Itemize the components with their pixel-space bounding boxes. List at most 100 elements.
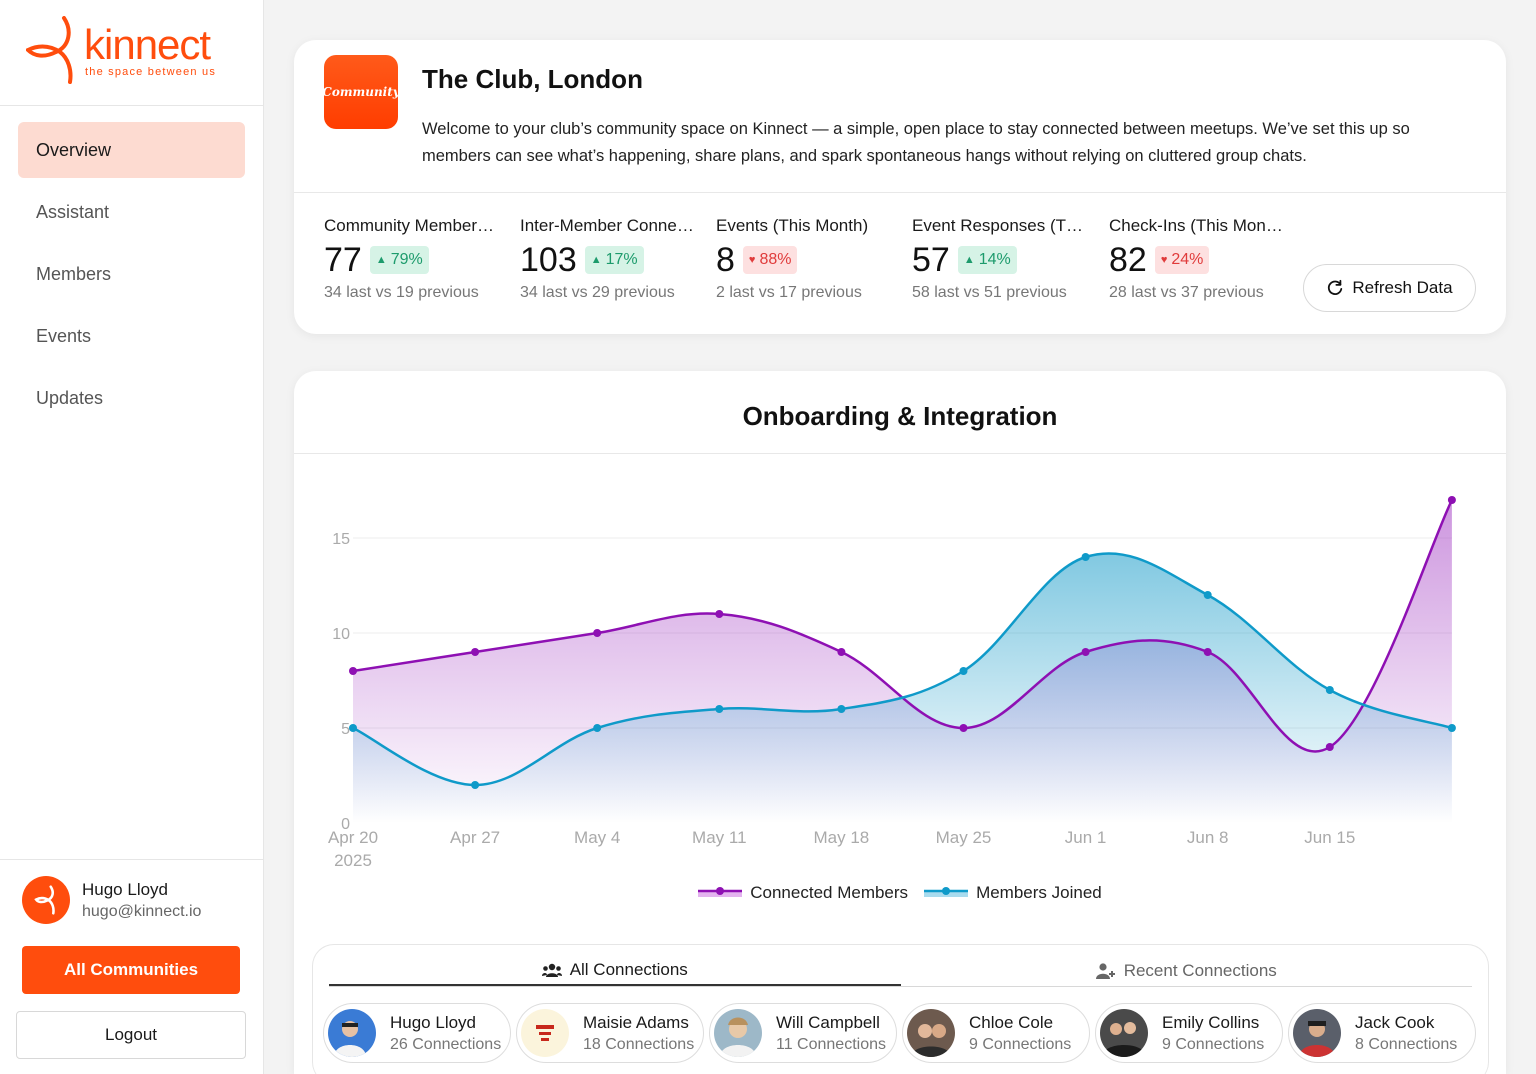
- x-tick-year-label: 2025: [334, 851, 372, 870]
- connections-tabs: All Connections Recent Connections: [329, 955, 1472, 987]
- stat-inter-member-connections: Inter-Member Connections 103 ▲17% 34 las…: [520, 216, 696, 302]
- divider: [294, 453, 1506, 454]
- sidebar-item-updates[interactable]: Updates: [36, 387, 104, 408]
- y-tick-label: 0: [341, 816, 350, 833]
- y-tick-label: 5: [341, 721, 350, 738]
- avatar: [907, 1009, 955, 1057]
- x-tick-label: May 25: [936, 828, 992, 847]
- tab-all-connections[interactable]: All Connections: [329, 955, 901, 986]
- stat-label: Check-Ins (This Month): [1109, 216, 1285, 235]
- arrow-up-icon: ▲: [590, 254, 602, 266]
- divider: [294, 192, 1506, 193]
- connection-chip[interactable]: Will Campbell 11 Connections: [709, 1003, 897, 1063]
- connections-panel: All Connections Recent Connections Hugo …: [312, 944, 1489, 1074]
- legend-members-joined[interactable]: Members Joined: [924, 883, 1102, 903]
- connection-chip[interactable]: Emily Collins 9 Connections: [1095, 1003, 1283, 1063]
- x-tick-label: Jun 1: [1065, 828, 1107, 847]
- avatar: [328, 1009, 376, 1057]
- stat-event-responses: Event Responses (This Month) 57 ▲14% 58 …: [912, 216, 1088, 302]
- sidebar-item-members[interactable]: Members: [36, 263, 112, 284]
- stat-label: Event Responses (This Month): [912, 216, 1088, 235]
- data-point-members-joined: [1081, 553, 1090, 561]
- data-point-connected-members: [349, 667, 357, 675]
- heart-icon: ♥: [748, 254, 756, 266]
- user-email: hugo@kinnect.io: [82, 902, 202, 920]
- legend-swatch-purple: [698, 887, 743, 897]
- data-point-connected-members: [1081, 648, 1090, 656]
- connection-count: 18 Connections: [583, 1035, 695, 1053]
- stat-change-badge: ▲ 14%: [957, 246, 1017, 274]
- data-point-members-joined: [959, 667, 968, 675]
- refresh-icon: [1328, 279, 1343, 295]
- user-block: Hugo Lloyd hugo@kinnect.io All Communiti…: [0, 859, 264, 1059]
- data-point-connected-members: [959, 724, 968, 732]
- sidebar-item-events[interactable]: Events: [36, 325, 92, 346]
- brand-logo[interactable]: kinnect the space between us: [0, 0, 263, 106]
- stat-comparison: 28 last vs 37 previous: [1109, 284, 1264, 301]
- stat-change-badge: ♥ 24%: [1154, 246, 1210, 274]
- connection-name: Hugo Lloyd: [390, 1012, 477, 1032]
- y-tick-label: 15: [332, 531, 350, 548]
- stat-community-members: Community Members (This Month) 77 ▲79% 3…: [324, 216, 500, 302]
- legend-connected-members[interactable]: Connected Members: [698, 883, 908, 903]
- data-point-members-joined: [1325, 686, 1334, 694]
- arrow-up-icon: ▲: [375, 254, 387, 266]
- logout-button[interactable]: Logout: [16, 1011, 246, 1059]
- refresh-label: Refresh Data: [1352, 278, 1453, 297]
- data-point-connected-members: [1447, 496, 1456, 504]
- data-point-members-joined: [837, 705, 846, 713]
- sidebar-item-assistant[interactable]: Assistant: [36, 201, 110, 222]
- connections-list: Hugo Lloyd 26 Connections Maisie Adams 1…: [323, 1003, 1481, 1063]
- connection-chip[interactable]: Hugo Lloyd 26 Connections: [323, 1003, 511, 1063]
- connection-chip[interactable]: Chloe Cole 9 Connections: [902, 1003, 1090, 1063]
- chart-legend: Connected Members Members Joined: [294, 883, 1506, 903]
- all-communities-button[interactable]: All Communities: [22, 946, 240, 994]
- x-tick-label: May 4: [574, 828, 620, 847]
- connection-count: 9 Connections: [1162, 1035, 1265, 1053]
- connection-chip[interactable]: Maisie Adams 18 Connections: [516, 1003, 704, 1063]
- sidebar-item-overview[interactable]: Overview: [18, 122, 245, 178]
- stat-events: Events (This Month) 8 ♥ 88% 2 last vs 17 …: [716, 216, 892, 302]
- series-area-members-joined: [353, 553, 1452, 823]
- data-point-members-joined: [471, 781, 480, 789]
- series-line-members-joined: [352, 552, 1453, 787]
- data-point-members-joined: [1203, 591, 1212, 599]
- connection-chip[interactable]: Jack Cook 8 Connections: [1288, 1003, 1476, 1063]
- community-icon: Community: [322, 55, 400, 129]
- stat-value: 103: [520, 241, 577, 279]
- x-tick-label: May 11: [692, 828, 747, 847]
- connection-name: Chloe Cole: [969, 1012, 1054, 1032]
- x-tick-label: Jun 15: [1304, 828, 1355, 847]
- x-tick-label: Jun 8: [1187, 828, 1229, 847]
- stat-change-badge: ▲ 79%: [369, 246, 429, 274]
- stat-label: Events (This Month): [716, 216, 869, 235]
- data-point-connected-members: [471, 648, 480, 656]
- connection-count: 11 Connections: [776, 1035, 886, 1053]
- community-summary-card: Community The Club, London Welcome to yo…: [294, 40, 1506, 334]
- add-user-icon: [1095, 962, 1115, 979]
- user-avatar: [22, 876, 70, 924]
- sidebar-nav: Overview Assistant Members Events Update…: [0, 106, 263, 448]
- x-tick-label: Apr 20: [328, 828, 378, 847]
- stat-comparison: 34 last vs 29 previous: [520, 284, 675, 301]
- data-point-members-joined: [715, 705, 724, 713]
- stat-label: Community Members (This Month): [324, 216, 500, 235]
- connection-count: 26 Connections: [390, 1035, 502, 1053]
- stat-change-badge: ▲ 17%: [584, 246, 644, 274]
- sidebar: kinnect the space between us Overview As…: [0, 0, 264, 1074]
- stat-change-badge: ♥ 88%: [742, 246, 798, 274]
- avatar: [714, 1009, 762, 1057]
- kinnect-logo-icon: [26, 16, 73, 84]
- connection-name: Jack Cook: [1355, 1012, 1435, 1032]
- stat-value: 8: [716, 241, 735, 279]
- stat-value: 77: [324, 241, 362, 279]
- page-title: The Club, London: [422, 64, 643, 94]
- refresh-data-button[interactable]: Refresh Data: [1303, 264, 1476, 312]
- stat-value: 82: [1109, 241, 1147, 279]
- avatar: [1100, 1009, 1148, 1057]
- data-point-members-joined: [593, 724, 602, 732]
- data-point-connected-members: [593, 629, 602, 637]
- x-tick-label: Apr 27: [450, 828, 500, 847]
- tab-recent-connections[interactable]: Recent Connections: [901, 955, 1473, 986]
- stat-value: 57: [912, 241, 950, 279]
